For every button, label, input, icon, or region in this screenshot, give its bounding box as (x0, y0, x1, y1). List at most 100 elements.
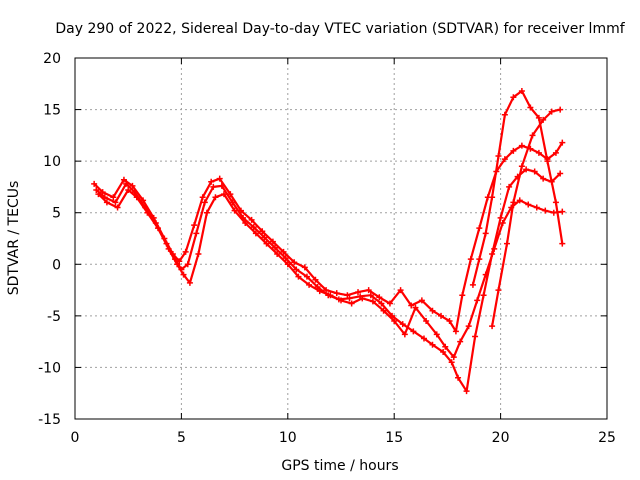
data-point (491, 245, 498, 252)
series-track-5 (489, 106, 564, 330)
data-point (410, 328, 417, 335)
data-point (525, 201, 532, 208)
data-point (438, 312, 445, 319)
data-point (218, 182, 225, 189)
data-point (386, 300, 393, 307)
series-track-4 (469, 88, 566, 288)
data-point (231, 207, 238, 214)
data-point (272, 244, 279, 251)
data-point (327, 292, 334, 299)
data-point (367, 292, 374, 299)
data-point (459, 292, 466, 299)
data-point (259, 228, 266, 235)
data-point (503, 240, 510, 247)
data-point (291, 259, 298, 266)
data-point (378, 300, 385, 307)
data-point (452, 328, 459, 335)
y-tick-label: -5 (47, 309, 61, 325)
data-point (316, 288, 323, 295)
data-point (295, 273, 302, 280)
data-point (112, 199, 119, 206)
data-point (531, 168, 538, 175)
axis-ticks: 0 5 10 15 20 25 -15 -10 -5 0 5 10 15 20 (38, 51, 616, 446)
data-point (348, 300, 355, 307)
data-point (510, 147, 517, 154)
data-point (123, 180, 130, 187)
data-point (455, 374, 462, 381)
data-point (359, 295, 366, 302)
data-point (261, 234, 268, 241)
data-point (301, 264, 308, 271)
data-point (248, 216, 255, 223)
data-point (518, 142, 525, 149)
data-point (312, 276, 319, 283)
data-point (552, 149, 559, 156)
data-point (401, 331, 408, 338)
data-point (191, 222, 198, 229)
data-point (559, 240, 566, 247)
y-tick-label: 20 (43, 51, 61, 67)
data-point (186, 279, 193, 286)
data-point (527, 104, 534, 111)
data-point (242, 220, 249, 227)
data-point (412, 304, 419, 311)
data-point (510, 94, 517, 101)
data-point (338, 297, 344, 304)
data-point (457, 338, 464, 345)
data-point (542, 207, 549, 214)
data-point (376, 294, 383, 301)
data-point (540, 116, 547, 123)
data-point (495, 152, 502, 159)
data-point (284, 261, 291, 268)
data-point (212, 194, 219, 201)
data-point (559, 208, 566, 215)
data-point (465, 323, 472, 330)
data-point (544, 158, 551, 165)
data-point (133, 194, 140, 201)
data-point (518, 88, 525, 95)
data-point (540, 175, 547, 182)
y-axis-label: SDTVAR / TECUs (6, 181, 22, 296)
x-tick-label: 10 (279, 430, 297, 446)
data-point (144, 209, 151, 216)
data-point (463, 388, 470, 395)
data-point (369, 298, 376, 305)
data-point (365, 287, 372, 294)
y-tick-label: -15 (38, 412, 61, 428)
data-point (397, 287, 404, 294)
data-point (293, 266, 300, 273)
data-point (333, 290, 340, 297)
data-point (429, 307, 436, 314)
data-point (523, 166, 530, 173)
data-point (506, 183, 513, 190)
data-point (280, 248, 287, 255)
data-point (129, 182, 136, 189)
data-point (501, 111, 508, 118)
data-point (482, 230, 489, 237)
data-point (516, 197, 523, 204)
data-point (423, 318, 430, 325)
data-point (391, 318, 398, 325)
data-point (474, 297, 481, 304)
data-point (433, 331, 440, 338)
data-point (442, 343, 449, 350)
data-point (263, 240, 270, 247)
data-point (125, 187, 132, 194)
data-point (201, 199, 208, 206)
x-tick-label: 0 (71, 430, 80, 446)
x-tick-label: 25 (598, 430, 616, 446)
data-point (469, 281, 476, 288)
data-point (535, 149, 542, 156)
data-point (220, 191, 227, 198)
chart-title: Day 290 of 2022, Sidereal Day-to-day VTE… (55, 21, 625, 37)
data-point (467, 256, 474, 263)
data-point (110, 194, 117, 201)
data-point (323, 287, 330, 294)
data-point (482, 271, 489, 278)
data-point (518, 163, 525, 170)
data-point (557, 170, 564, 177)
data-point (499, 220, 506, 227)
data-point (489, 323, 496, 330)
